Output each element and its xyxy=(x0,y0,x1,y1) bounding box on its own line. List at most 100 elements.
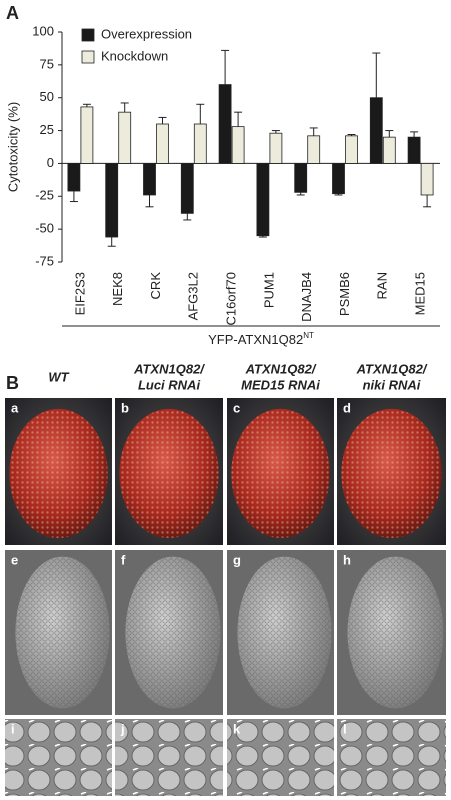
bar xyxy=(407,136,421,164)
bar xyxy=(180,163,194,214)
column-header: WT xyxy=(48,369,69,384)
image-tile: c xyxy=(227,398,334,545)
error-bar xyxy=(385,130,394,138)
x-tick-label: CRK xyxy=(148,272,163,300)
x-axis-label-sup: NT xyxy=(303,331,314,340)
error-bar xyxy=(410,131,419,138)
image-tile: g xyxy=(227,550,334,715)
x-tick-label: NEK8 xyxy=(110,272,125,306)
bar xyxy=(269,132,283,164)
image-tile: d xyxy=(337,398,446,545)
panel-label: A xyxy=(6,3,19,23)
error-bar xyxy=(334,193,343,196)
y-tick-label: -75 xyxy=(35,253,54,268)
bar xyxy=(345,135,358,164)
tile-label: e xyxy=(11,552,18,567)
legend-label: Knockdown xyxy=(101,48,168,63)
bar xyxy=(294,163,308,193)
image-tile: f xyxy=(115,550,223,715)
bar xyxy=(218,84,232,164)
bar xyxy=(105,163,119,238)
error-bar xyxy=(107,237,116,247)
image-tile: l xyxy=(337,719,446,796)
image-tile: a xyxy=(5,398,112,545)
error-bar xyxy=(221,49,230,85)
y-tick-label: 25 xyxy=(40,122,54,137)
column-header: niki RNAi xyxy=(363,377,421,392)
error-bar xyxy=(196,103,205,124)
legend-swatch xyxy=(81,28,95,42)
error-bar xyxy=(234,111,243,127)
tile-label: h xyxy=(343,552,351,567)
y-tick-label: 75 xyxy=(40,56,54,71)
bar xyxy=(307,135,321,164)
tile-label: b xyxy=(121,400,129,415)
tile-label: c xyxy=(233,400,240,415)
chart: -75 -50 -25 0 25 50 75 100 Cytotoxicity (%) EIF2S… xyxy=(5,23,440,347)
column-header: Luci RNAi xyxy=(138,377,201,392)
y-tick-label: 0 xyxy=(47,155,54,170)
image-tile: i xyxy=(5,719,112,796)
x-tick-label: MED15 xyxy=(413,272,428,315)
tile-label: f xyxy=(121,552,126,567)
x-tick-label: PSMB6 xyxy=(337,272,352,316)
column-header: ATXN1Q82/ xyxy=(133,361,205,376)
column-header: ATXN1Q82/ xyxy=(245,361,317,376)
image-tile: e xyxy=(5,550,112,715)
y-tick-label: -25 xyxy=(35,188,54,203)
tile-label: d xyxy=(343,400,351,415)
x-tick-label: DNAJB4 xyxy=(299,272,314,322)
tile-bg xyxy=(115,719,223,796)
error-bar xyxy=(183,213,192,221)
panel-label: B xyxy=(6,373,19,393)
error-bar xyxy=(82,103,91,107)
bar xyxy=(332,163,345,195)
bar xyxy=(80,106,94,164)
bar xyxy=(256,163,270,237)
tile-label: j xyxy=(120,721,125,736)
tile-label: g xyxy=(233,552,241,567)
error-bar xyxy=(271,130,280,134)
image-tile: h xyxy=(337,550,446,715)
error-bar xyxy=(69,191,78,203)
x-tick-label: C16orf70 xyxy=(224,272,239,325)
x-tick-label: RAN xyxy=(375,272,390,299)
bar xyxy=(369,97,383,164)
error-bar xyxy=(120,102,129,113)
image-tile: k xyxy=(227,719,334,796)
legend-swatch xyxy=(81,50,95,64)
bar xyxy=(143,163,156,196)
eye-facets xyxy=(119,408,219,539)
tile-bg xyxy=(337,719,446,796)
image-tile: j xyxy=(115,719,223,796)
x-axis-label: YFP-ATXN1Q82NT xyxy=(208,331,314,347)
legend-label: Overexpression xyxy=(101,26,192,41)
y-tick-label: 50 xyxy=(40,89,54,104)
error-bar xyxy=(372,52,381,98)
x-tick-label: AFG3L2 xyxy=(186,272,201,320)
eye-facets xyxy=(125,556,221,709)
bar xyxy=(231,126,245,164)
bar xyxy=(382,136,396,164)
eye-facets xyxy=(15,556,110,709)
bar xyxy=(420,163,434,196)
error-bar xyxy=(145,194,154,208)
tile-label: a xyxy=(11,400,19,415)
bar xyxy=(67,163,81,192)
error-bar xyxy=(296,192,305,196)
x-tick-label: EIF2S3 xyxy=(72,272,87,315)
eye-facets xyxy=(231,408,330,539)
bar xyxy=(193,123,207,164)
tile-bg xyxy=(227,719,334,796)
y-tick-label: -50 xyxy=(35,221,54,236)
image-tile: b xyxy=(115,398,223,545)
column-header: ATXN1Q82/ xyxy=(356,361,428,376)
error-bar xyxy=(309,127,318,136)
eye-facets xyxy=(9,408,108,539)
error-bar xyxy=(347,134,356,136)
tile-label: i xyxy=(11,721,15,736)
y-tick-label: 100 xyxy=(32,23,54,38)
eye-facets xyxy=(341,408,442,539)
